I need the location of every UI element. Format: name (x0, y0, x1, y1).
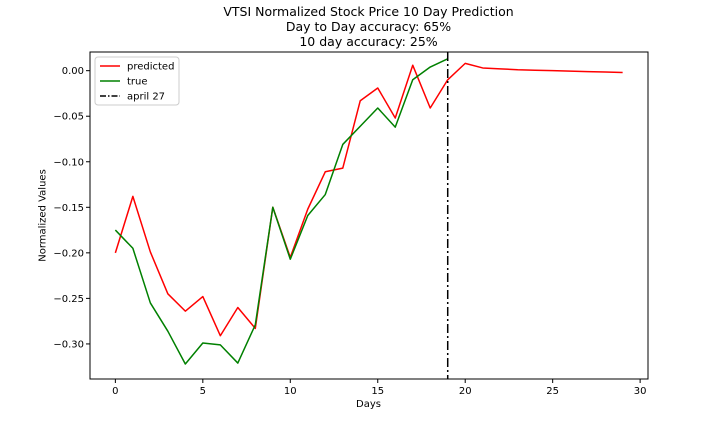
x-tick-label: 0 (112, 386, 118, 397)
x-axis-label: Days (356, 399, 381, 410)
chart-title-line-3: 10 day accuracy: 25% (299, 34, 437, 49)
y-axis-label: Normalized Values (38, 169, 49, 262)
plot-area (89, 51, 649, 380)
axis-ticks: 0 5 10 15 20 25 30 0.00 −0.05 −0.10 −0.15 −0.20 −0.2… (53, 66, 646, 397)
x-tick-label: 30 (634, 386, 647, 397)
x-tick-label: 10 (284, 386, 297, 397)
y-tick-label: −0.25 (53, 294, 84, 305)
y-tick-label: −0.05 (53, 112, 84, 123)
x-tick-label: 15 (371, 386, 384, 397)
y-tick-label: −0.15 (53, 203, 84, 214)
legend-box (94, 56, 180, 106)
chart-marks (114, 52, 623, 379)
y-tick-label: 0.00 (62, 66, 84, 77)
legend-label-april-27: april 27 (127, 92, 165, 103)
chart-title-line-2: Day to Day accuracy: 65% (286, 19, 451, 34)
y-tick-label: −0.20 (53, 248, 84, 259)
series-line-true (114, 58, 449, 365)
legend: predicted true april 27 (94, 56, 180, 106)
plot-frame (89, 51, 649, 380)
y-tick-label: −0.30 (53, 339, 84, 350)
series-line-predicted (114, 62, 623, 337)
x-tick-label: 5 (200, 386, 206, 397)
x-tick-label: 20 (459, 386, 472, 397)
chart-title-line-1: VTSI Normalized Stock Price 10 Day Predi… (223, 4, 513, 19)
y-tick-label: −0.10 (53, 157, 84, 168)
x-tick-label: 25 (546, 386, 559, 397)
chart-title: VTSI Normalized Stock Price 10 Day Predi… (223, 4, 513, 49)
legend-label-true: true (127, 77, 148, 88)
legend-label-predicted: predicted (127, 62, 174, 73)
